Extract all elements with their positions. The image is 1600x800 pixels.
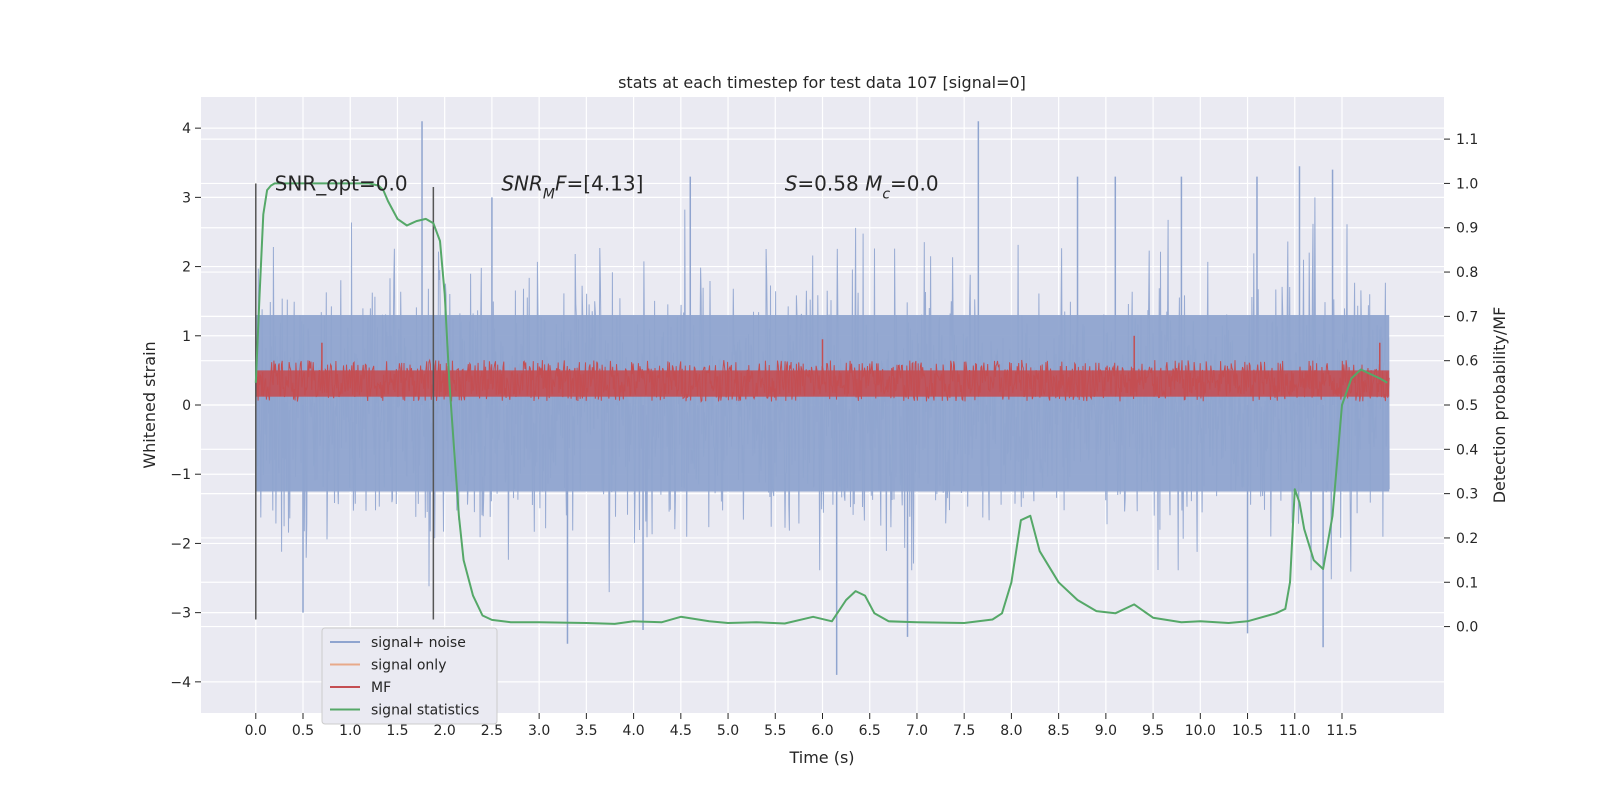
y2-tick-label-5: 0.5 xyxy=(1456,398,1478,414)
legend-box xyxy=(321,627,498,725)
y-tick-label-7: 3 xyxy=(182,190,191,206)
y-tick-label-4: 0 xyxy=(182,398,191,414)
legend-label-0: signal+ noise xyxy=(371,635,466,651)
x-tick-label-11: 5.5 xyxy=(764,723,786,739)
x-tick-label-4: 2.0 xyxy=(434,723,456,739)
x-tick-label-7: 3.5 xyxy=(575,723,597,739)
x-tick-label-5: 2.5 xyxy=(481,723,503,739)
legend-label-3: signal statistics xyxy=(371,703,479,719)
x-tick-label-8: 4.0 xyxy=(622,723,644,739)
y2-tick-label-4: 0.4 xyxy=(1456,442,1478,458)
legend: signal+ noise signal only MF signal statist… xyxy=(321,627,498,725)
x-tick-label-22: 11.0 xyxy=(1279,723,1310,739)
x-tick-label-3: 1.5 xyxy=(386,723,408,739)
y2-tick-label-0: 0.0 xyxy=(1456,620,1478,636)
y2-tick-label-8: 0.8 xyxy=(1456,265,1478,281)
x-axis-label: Time (s) xyxy=(788,748,854,767)
y-tick-label-5: 1 xyxy=(182,329,191,345)
x-tick-label-20: 10.0 xyxy=(1185,723,1216,739)
x-tick-label-17: 8.5 xyxy=(1047,723,1069,739)
y-axis-ticks: −4 −3 −2 −1 0 1 2 3 4 xyxy=(170,121,201,691)
x-tick-label-9: 4.5 xyxy=(670,723,692,739)
x-axis-ticks: 0.0 0.5 1.0 1.5 2.0 2.5 3.0 3.5 4.0 4.5 5.0 5.5 6.0 6… xyxy=(245,713,1358,739)
y2-tick-label-6: 0.6 xyxy=(1456,354,1478,370)
y2-tick-label-9: 0.9 xyxy=(1456,221,1478,237)
x-tick-label-0: 0.0 xyxy=(245,723,267,739)
y2-tick-label-10: 1.0 xyxy=(1456,176,1478,192)
y2-axis-ticks: 0.0 0.1 0.2 0.3 0.4 0.5 0.6 0.7 0.8 0.9 1.0 1.1 xyxy=(1444,132,1478,636)
x-tick-label-16: 8.0 xyxy=(1000,723,1022,739)
x-tick-label-18: 9.0 xyxy=(1095,723,1117,739)
y-tick-label-3: −1 xyxy=(170,467,191,483)
x-tick-label-1: 0.5 xyxy=(292,723,314,739)
x-tick-label-13: 6.5 xyxy=(859,723,881,739)
y-tick-label-0: −4 xyxy=(170,675,191,691)
signal-statistics-series xyxy=(254,182,1388,625)
chart-title: stats at each timestep for test data 107… xyxy=(618,73,1026,92)
legend-label-1: signal only xyxy=(371,658,446,674)
x-tick-label-19: 9.5 xyxy=(1142,723,1164,739)
y2-tick-label-1: 0.1 xyxy=(1456,575,1478,591)
x-tick-label-21: 10.5 xyxy=(1232,723,1263,739)
y-axis-label: Whitened strain xyxy=(140,341,159,468)
x-tick-label-15: 7.5 xyxy=(953,723,975,739)
x-tick-label-6: 3.0 xyxy=(528,723,550,739)
y2-axis-label: Detection probability/MF xyxy=(1490,307,1509,504)
x-tick-label-23: 11.5 xyxy=(1326,723,1357,739)
annotation-0: SNR_opt=0.0 xyxy=(275,172,408,196)
x-tick-label-12: 6.0 xyxy=(811,723,833,739)
y2-tick-label-7: 0.7 xyxy=(1456,309,1478,325)
y-tick-label-1: −3 xyxy=(170,606,191,622)
annotation-1: SNRMF=[4.13] xyxy=(501,172,643,203)
y-tick-label-6: 2 xyxy=(182,260,191,276)
y2-tick-label-2: 0.2 xyxy=(1456,531,1478,547)
y2-tick-label-3: 0.3 xyxy=(1456,487,1478,503)
annotation-2: S=0.58 Mc=0.0 xyxy=(785,172,939,203)
y-tick-label-8: 4 xyxy=(182,121,191,137)
signal-statistics-line xyxy=(254,182,1388,625)
mf-series xyxy=(255,335,1390,403)
y-tick-label-2: −2 xyxy=(170,536,191,552)
vertical-markers xyxy=(255,183,435,620)
annotations: SNR_opt=0.0 SNRMF=[4.13] S=0.58 Mc=0.0 xyxy=(275,172,939,203)
x-tick-label-2: 1.0 xyxy=(339,723,361,739)
x-tick-label-14: 7.0 xyxy=(906,723,928,739)
legend-label-2: MF xyxy=(371,680,391,696)
x-tick-label-10: 5.0 xyxy=(717,723,739,739)
y2-tick-label-11: 1.1 xyxy=(1456,132,1478,148)
